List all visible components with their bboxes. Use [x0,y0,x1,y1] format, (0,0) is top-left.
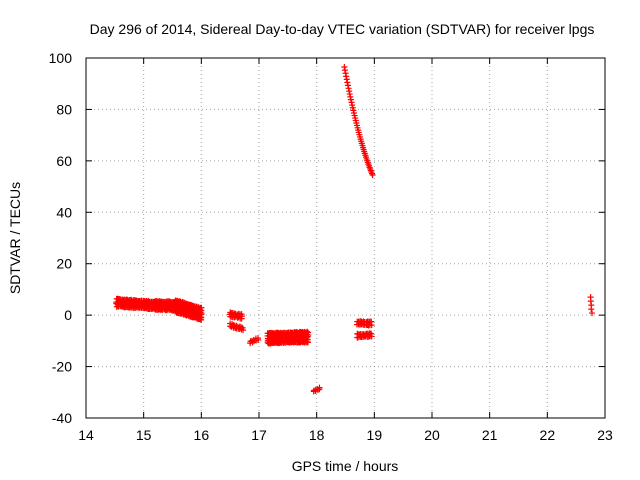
x-axis-label: GPS time / hours [292,458,399,474]
data-point-marker [349,104,356,111]
x-tick-label: 18 [309,427,325,443]
y-tick-label: 20 [56,256,72,272]
plot-frame [85,57,606,419]
data-point-marker [342,70,349,77]
data-point-marker [347,93,354,100]
data-point-marker [349,102,356,109]
x-tick-label: 21 [482,427,498,443]
x-tick-label: 16 [194,427,210,443]
data-point-marker [589,310,596,317]
data-point-marker [343,76,350,83]
chart-title: Day 296 of 2014, Sidereal Day-to-day VTE… [90,21,595,37]
grid-layer [86,58,605,418]
data-point-marker [346,91,353,98]
data-point-marker [348,99,355,106]
data-point-marker [344,82,351,89]
y-tick-label: -20 [52,359,72,375]
x-tick-label: 15 [136,427,152,443]
data-point-marker [239,324,246,331]
data-point-marker [347,96,354,103]
y-tick-label: 40 [56,204,72,220]
data-point-marker [368,330,375,337]
x-tick-label: 19 [367,427,383,443]
y-tick-label: 100 [49,50,73,66]
data-point-marker [343,73,350,80]
y-tick-label: -40 [52,410,72,426]
data-point-marker [255,335,262,342]
data-point-marker [588,306,595,313]
data-point-marker [316,384,323,391]
y-axis-label: SDTVAR / TECUs [7,182,23,294]
y-tick-label: 80 [56,101,72,117]
x-tick-label: 20 [424,427,440,443]
data-point-marker [345,85,352,92]
y-tick-label: 60 [56,153,72,169]
data-point-marker [198,304,205,311]
x-tick-label: 17 [251,427,267,443]
x-tick-label: 14 [78,427,94,443]
data-point-marker [304,328,311,335]
tick-label-layer: 14 15 16 17 18 19 20 21 22 23 -40 -20 0 20 40 60 80 100 [49,50,613,443]
data-point-marker [368,318,375,325]
data-point-marker [341,67,348,74]
data-point-marker [346,88,353,95]
y-tick-label: 0 [64,307,72,323]
data-point-marker [341,64,348,70]
x-tick-label: 22 [540,427,556,443]
data-point-marker [369,172,376,178]
data-point-marker [238,311,245,318]
marker-layer [113,64,596,395]
data-point-marker [344,79,351,86]
tick-layer [85,57,606,419]
data-point-marker [305,329,312,336]
x-tick-label: 23 [597,427,613,443]
